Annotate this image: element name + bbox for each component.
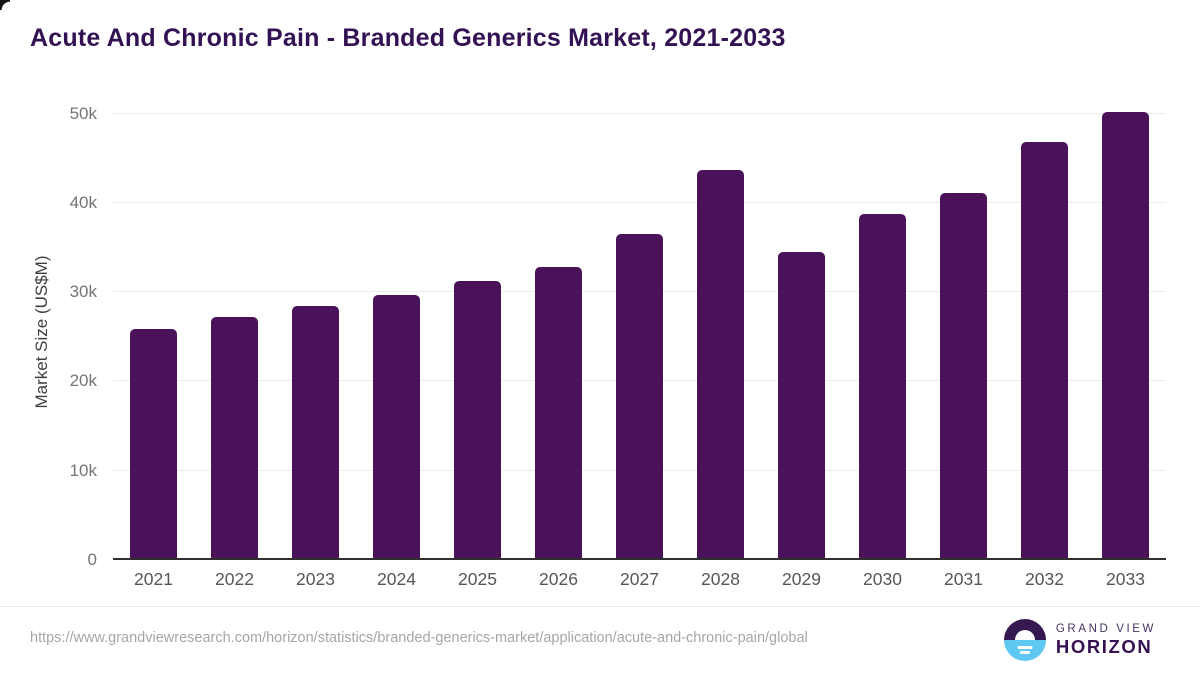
bar-2030[interactable]: [859, 214, 906, 560]
x-tick-2024: 2024: [377, 569, 416, 589]
x-tick-2023: 2023: [296, 569, 335, 589]
bar-band-2023: [275, 98, 356, 560]
bar-2033[interactable]: [1102, 111, 1149, 560]
brand-name-top: GRAND VIEW: [1055, 622, 1156, 635]
y-tick-30k: 30k: [69, 282, 97, 302]
bar-band-2021: [113, 98, 194, 560]
y-tick-10k: 10k: [69, 460, 97, 480]
plot-area: [113, 98, 1166, 560]
bar-band-2028: [680, 98, 761, 560]
bar-2031[interactable]: [940, 192, 987, 560]
bar-2023[interactable]: [292, 306, 339, 560]
bar-2022[interactable]: [211, 317, 258, 560]
x-tick-2029: 2029: [782, 569, 821, 589]
brand-name-bottom: HORIZON: [1055, 635, 1153, 657]
x-tick-2032: 2032: [1025, 569, 1064, 589]
y-tick-40k: 40k: [69, 192, 97, 212]
y-axis-tick-labels: 0 10k 20k 30k 40k 50k: [0, 98, 97, 570]
chart-title: Acute And Chronic Pain - Branded Generic…: [30, 24, 786, 52]
x-tick-2030: 2030: [863, 569, 902, 589]
x-tick-2033: 2033: [1106, 569, 1145, 589]
logo-sun-icon: [1014, 630, 1035, 640]
x-tick-2031: 2031: [944, 569, 983, 589]
corner-artifact: [0, 0, 10, 10]
source-url: https://www.grandviewresearch.com/horizo…: [30, 630, 808, 646]
bars-container: [113, 98, 1166, 560]
bar-2026[interactable]: [535, 267, 582, 560]
x-tick-2028: 2028: [701, 569, 740, 589]
x-tick-2025: 2025: [458, 569, 497, 589]
y-tick-0: 0: [87, 550, 97, 569]
x-axis-tick-labels: 2021 2022 2023 2024 2025 2026 2027 2028 2029 2030…: [113, 569, 1166, 590]
bar-band-2029: [761, 98, 842, 560]
bar-2032[interactable]: [1021, 142, 1068, 560]
bar-2021[interactable]: [130, 328, 177, 560]
bar-2025[interactable]: [454, 281, 501, 560]
bar-band-2030: [842, 98, 923, 560]
bar-2029[interactable]: [778, 251, 825, 560]
gridline-40k: [113, 201, 1166, 203]
x-tick-2022: 2022: [215, 569, 254, 589]
bar-band-2032: [1004, 98, 1085, 560]
x-tick-2021: 2021: [134, 569, 173, 589]
x-axis-line: [113, 558, 1166, 560]
x-tick-2027: 2027: [620, 569, 659, 589]
bar-2027[interactable]: [616, 234, 663, 560]
y-tick-20k: 20k: [69, 371, 97, 391]
y-tick-50k: 50k: [69, 103, 97, 123]
bar-band-2027: [599, 98, 680, 560]
bar-band-2022: [194, 98, 275, 560]
logo-reflection-line: [1019, 651, 1030, 654]
grand-view-horizon-logo-icon: [1003, 619, 1046, 661]
logo-reflection-line: [1017, 646, 1033, 649]
footer-divider: [0, 606, 1200, 607]
x-tick-2026: 2026: [539, 569, 578, 589]
bar-band-2025: [437, 98, 518, 560]
bar-band-2033: [1085, 98, 1166, 560]
brand-text: GRAND VIEW HORIZON: [1056, 623, 1156, 658]
bar-2024[interactable]: [373, 294, 420, 560]
bar-2028[interactable]: [697, 169, 744, 560]
bar-band-2026: [518, 98, 599, 560]
gridline-50k: [113, 112, 1166, 114]
bar-band-2031: [923, 98, 1004, 560]
brand-logo: GRAND VIEW HORIZON: [1003, 619, 1156, 661]
bar-band-2024: [356, 98, 437, 560]
